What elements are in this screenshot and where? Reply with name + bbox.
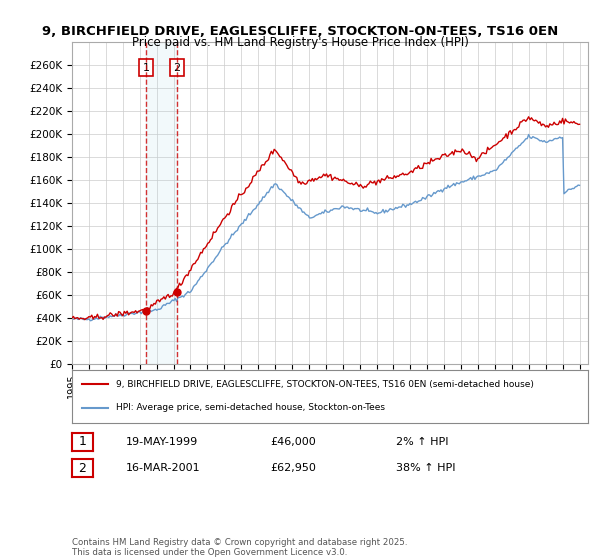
Text: 1: 1: [79, 435, 86, 449]
Text: 9, BIRCHFIELD DRIVE, EAGLESCLIFFE, STOCKTON-ON-TEES, TS16 0EN: 9, BIRCHFIELD DRIVE, EAGLESCLIFFE, STOCK…: [42, 25, 558, 38]
Text: 16-MAR-2001: 16-MAR-2001: [126, 463, 200, 473]
Text: 1: 1: [143, 63, 149, 73]
Text: 9, BIRCHFIELD DRIVE, EAGLESCLIFFE, STOCKTON-ON-TEES, TS16 0EN (semi-detached hou: 9, BIRCHFIELD DRIVE, EAGLESCLIFFE, STOCK…: [116, 380, 534, 389]
Text: £62,950: £62,950: [270, 463, 316, 473]
Text: £46,000: £46,000: [270, 437, 316, 447]
Text: 38% ↑ HPI: 38% ↑ HPI: [396, 463, 455, 473]
Bar: [146, 42, 177, 364]
Text: 2: 2: [79, 461, 86, 475]
Text: 19-MAY-1999: 19-MAY-1999: [126, 437, 198, 447]
Text: HPI: Average price, semi-detached house, Stockton-on-Tees: HPI: Average price, semi-detached house,…: [116, 403, 385, 412]
Text: Price paid vs. HM Land Registry's House Price Index (HPI): Price paid vs. HM Land Registry's House …: [131, 36, 469, 49]
Text: 2% ↑ HPI: 2% ↑ HPI: [396, 437, 449, 447]
Text: 2: 2: [173, 63, 181, 73]
Text: Contains HM Land Registry data © Crown copyright and database right 2025.
This d: Contains HM Land Registry data © Crown c…: [72, 538, 407, 557]
